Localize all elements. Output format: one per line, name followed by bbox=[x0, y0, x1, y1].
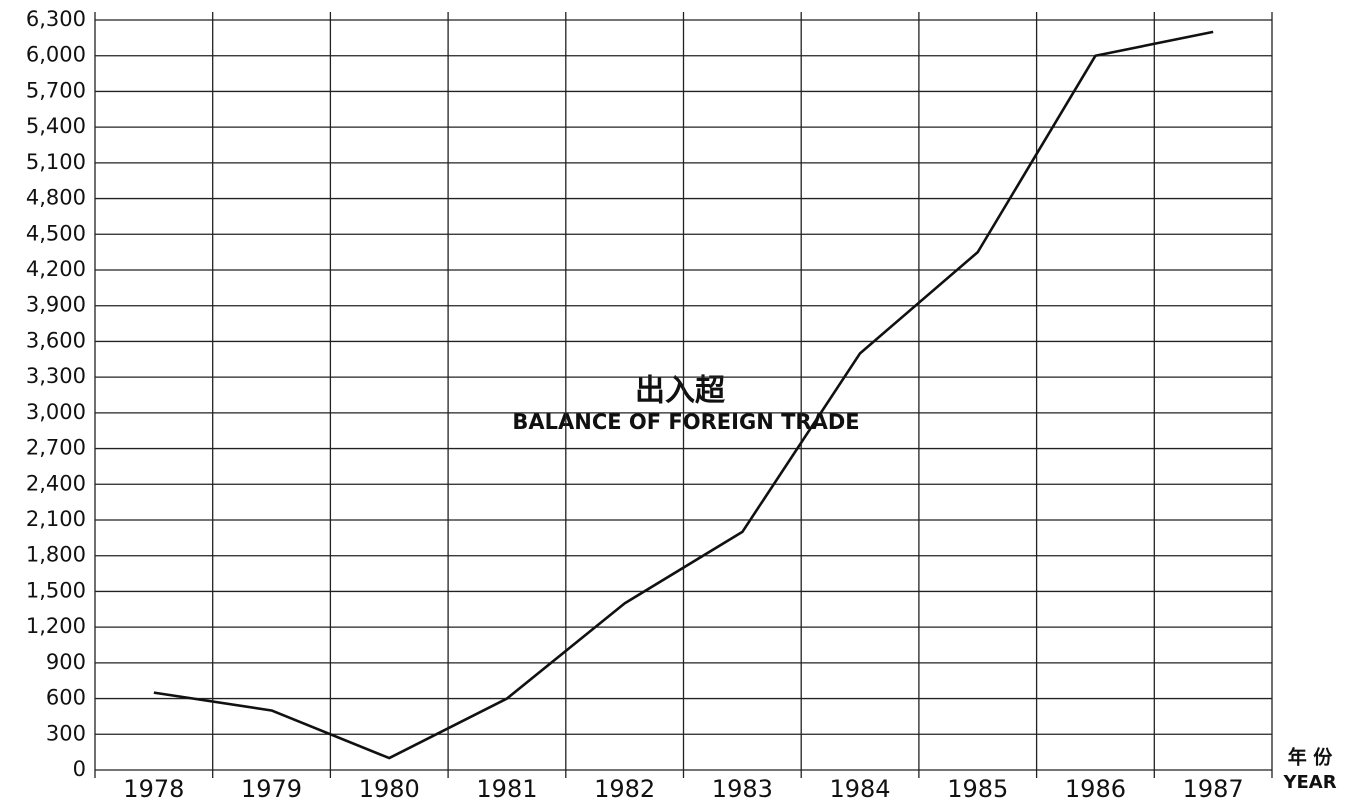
y-tick-label: 3,900 bbox=[26, 293, 86, 317]
y-tick-label: 6,300 bbox=[26, 7, 86, 31]
x-axis-label-en: YEAR bbox=[1282, 772, 1336, 793]
y-tick-label: 300 bbox=[46, 721, 86, 745]
x-tick-label: 1986 bbox=[1065, 775, 1126, 803]
y-tick-label: 0 bbox=[73, 757, 86, 781]
y-tick-label: 3,600 bbox=[26, 328, 86, 352]
x-tick-label: 1987 bbox=[1183, 775, 1244, 803]
chart-title: 出入超 bbox=[635, 374, 726, 409]
y-tick-label: 4,500 bbox=[26, 221, 86, 245]
y-tick-label: 3,000 bbox=[26, 400, 86, 424]
x-tick-label: 1978 bbox=[123, 775, 184, 803]
y-tick-label: 900 bbox=[46, 650, 86, 674]
y-tick-label: 1,200 bbox=[26, 614, 86, 638]
x-axis-label: 年 份 bbox=[1288, 746, 1334, 769]
y-tick-label: 2,700 bbox=[26, 436, 86, 460]
y-tick-label: 5,400 bbox=[26, 114, 86, 138]
y-tick-label: 4,800 bbox=[26, 186, 86, 210]
x-tick-label: 1980 bbox=[359, 775, 420, 803]
chart-subtitle: BALANCE OF FOREIGN TRADE bbox=[512, 410, 859, 434]
y-tick-label: 600 bbox=[46, 686, 86, 710]
y-tick-label: 5,700 bbox=[26, 78, 86, 102]
x-tick-label: 1984 bbox=[830, 775, 891, 803]
data-line bbox=[153, 30, 1214, 760]
y-tick-label: 5,100 bbox=[26, 150, 86, 174]
y-tick-label: 3,300 bbox=[26, 364, 86, 388]
x-tick-label: 1985 bbox=[947, 775, 1008, 803]
x-tick-label: 1983 bbox=[712, 775, 773, 803]
y-tick-label: 1,500 bbox=[26, 578, 86, 602]
x-tick-label: 1982 bbox=[594, 775, 655, 803]
x-tick-label: 1979 bbox=[241, 775, 302, 803]
y-tick-label: 6,000 bbox=[26, 43, 86, 67]
x-tick-label: 1981 bbox=[476, 775, 537, 803]
y-tick-label: 1,800 bbox=[26, 543, 86, 567]
y-tick-label: 2,100 bbox=[26, 507, 86, 531]
y-tick-label: 2,400 bbox=[26, 471, 86, 495]
y-tick-label: 4,200 bbox=[26, 257, 86, 281]
